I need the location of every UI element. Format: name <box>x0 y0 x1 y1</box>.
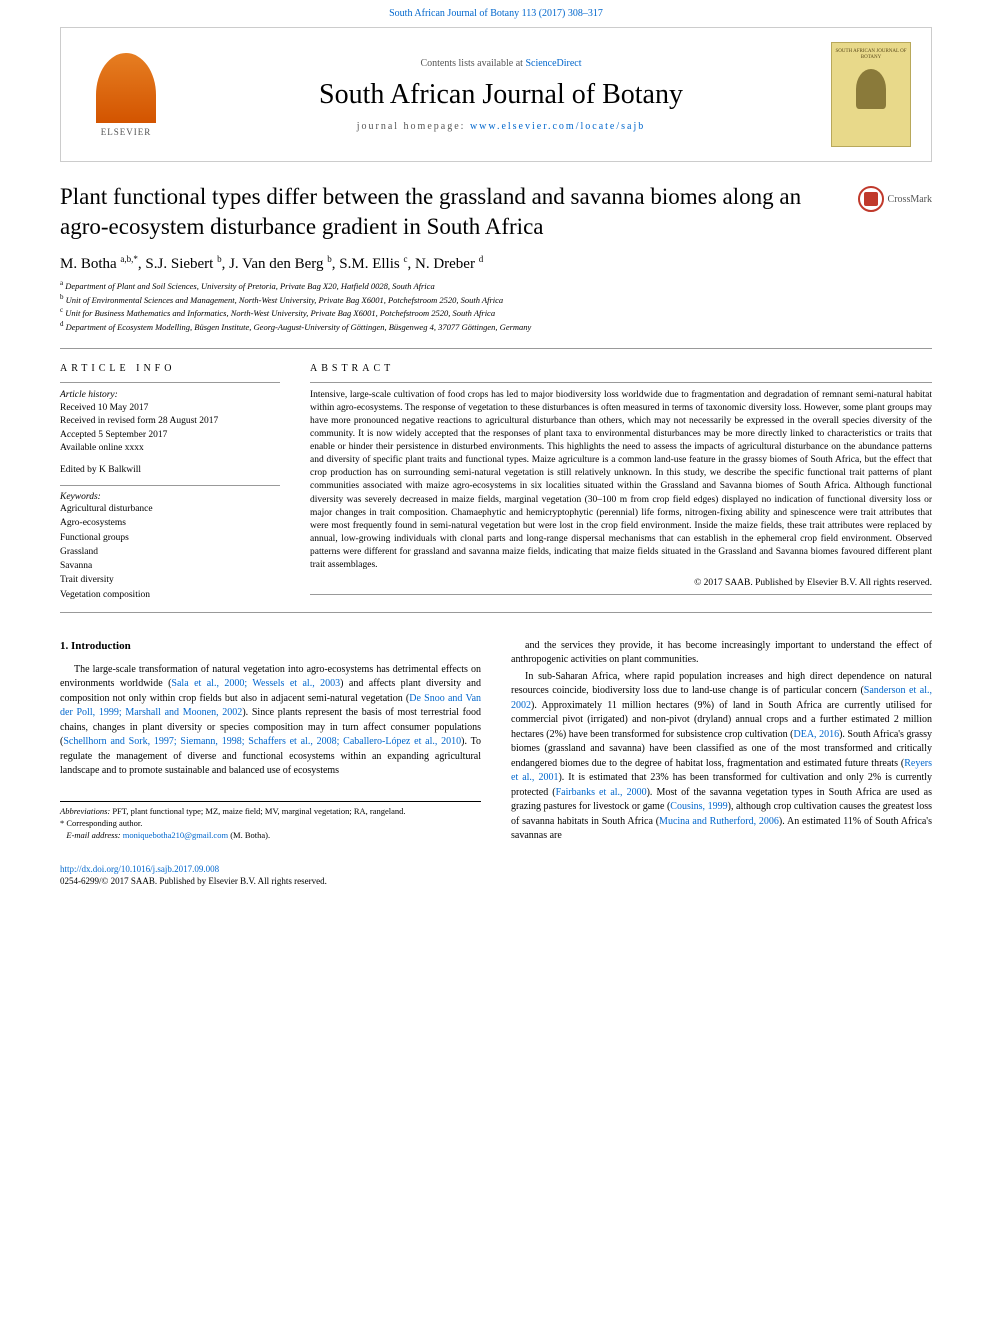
history-label: Article history: <box>60 389 280 402</box>
doi-link[interactable]: http://dx.doi.org/10.1016/j.sajb.2017.09… <box>60 864 219 874</box>
keyword-item: Vegetation composition <box>60 588 280 602</box>
abbreviations-footnote: Abbreviations: PFT, plant functional typ… <box>60 806 481 818</box>
elsevier-tree-icon <box>96 53 156 123</box>
keyword-item: Savanna <box>60 559 280 573</box>
history-online: Available online xxxx <box>60 442 280 455</box>
crossmark-badge[interactable]: CrossMark <box>858 186 932 212</box>
homepage-prefix: journal homepage: <box>357 121 470 132</box>
divider <box>60 348 932 349</box>
header-center: Contents lists available at ScienceDirec… <box>171 58 831 132</box>
journal-header: ELSEVIER Contents lists available at Sci… <box>60 27 932 162</box>
history-revised: Received in revised form 28 August 2017 <box>60 415 280 428</box>
keywords-list: Agricultural disturbanceAgro-ecosystemsF… <box>60 502 280 602</box>
editor-line: Edited by K Balkwill <box>60 465 280 475</box>
elsevier-label: ELSEVIER <box>101 127 152 137</box>
email-label: E-mail address: <box>66 830 122 840</box>
elsevier-logo: ELSEVIER <box>81 45 171 145</box>
article-info-label: ARTICLE INFO <box>60 363 280 374</box>
page-footer: http://dx.doi.org/10.1016/j.sajb.2017.09… <box>0 864 992 907</box>
journal-reference-link[interactable]: South African Journal of Botany 113 (201… <box>0 0 992 23</box>
keyword-item: Grassland <box>60 545 280 559</box>
body-right-column: and the services they provide, it has be… <box>511 639 932 846</box>
abstract-text: Intensive, large-scale cultivation of fo… <box>310 389 932 573</box>
sciencedirect-link[interactable]: ScienceDirect <box>525 58 581 69</box>
cover-tree-icon <box>856 69 886 109</box>
body-paragraph: The large-scale transformation of natura… <box>60 663 481 779</box>
abstract-copyright: © 2017 SAAB. Published by Elsevier B.V. … <box>310 578 932 588</box>
keyword-item: Functional groups <box>60 531 280 545</box>
footnotes: Abbreviations: PFT, plant functional typ… <box>60 801 481 842</box>
body-left-column: 1. Introduction The large-scale transfor… <box>60 639 481 846</box>
introduction-heading: 1. Introduction <box>60 639 481 655</box>
contents-prefix: Contents lists available at <box>420 58 525 69</box>
corresponding-author-footnote: * Corresponding author. <box>60 818 481 830</box>
body-paragraph: and the services they provide, it has be… <box>511 639 932 668</box>
history-received: Received 10 May 2017 <box>60 402 280 415</box>
keyword-item: Trait diversity <box>60 573 280 587</box>
divider <box>60 612 932 613</box>
journal-name: South African Journal of Botany <box>171 79 831 111</box>
journal-cover-thumbnail: SOUTH AFRICAN JOURNAL OF BOTANY <box>831 42 911 147</box>
homepage-link[interactable]: www.elsevier.com/locate/sajb <box>470 121 645 132</box>
keyword-item: Agricultural disturbance <box>60 502 280 516</box>
article-history: Article history: Received 10 May 2017 Re… <box>60 389 280 455</box>
abstract-label: ABSTRACT <box>310 363 932 374</box>
homepage-line: journal homepage: www.elsevier.com/locat… <box>171 121 831 132</box>
abbrev-text: PFT, plant functional type; MZ, maize fi… <box>110 806 405 816</box>
article-title: Plant functional types differ between th… <box>60 182 842 242</box>
crossmark-icon <box>858 186 884 212</box>
contents-available-line: Contents lists available at ScienceDirec… <box>171 58 831 69</box>
author-email-link[interactable]: moniquebotha210@gmail.com <box>123 830 228 840</box>
author-list: M. Botha a,b,*, S.J. Siebert b, J. Van d… <box>60 254 932 273</box>
keywords-label: Keywords: <box>60 492 280 502</box>
body-paragraph: In sub-Saharan Africa, where rapid popul… <box>511 670 932 844</box>
cover-title: SOUTH AFRICAN JOURNAL OF BOTANY <box>835 49 907 61</box>
affiliations: a Department of Plant and Soil Sciences,… <box>60 279 932 334</box>
email-footnote: E-mail address: moniquebotha210@gmail.co… <box>60 830 481 842</box>
abstract-column: ABSTRACT Intensive, large-scale cultivat… <box>310 363 932 602</box>
article-info-column: ARTICLE INFO Article history: Received 1… <box>60 363 280 602</box>
history-accepted: Accepted 5 September 2017 <box>60 429 280 442</box>
abbrev-label: Abbreviations: <box>60 806 110 816</box>
email-suffix: (M. Botha). <box>228 830 270 840</box>
issn-copyright-line: 0254-6299/© 2017 SAAB. Published by Else… <box>60 876 327 886</box>
keyword-item: Agro-ecosystems <box>60 516 280 530</box>
crossmark-label: CrossMark <box>888 194 932 205</box>
